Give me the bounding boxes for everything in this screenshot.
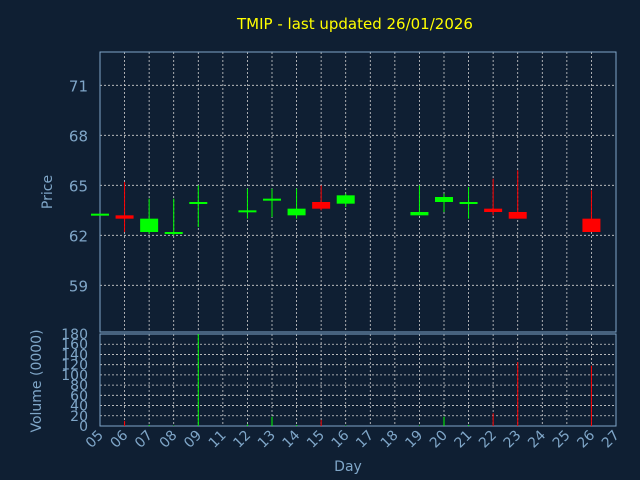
candle-body [189,202,208,204]
volume-tick-label: 140 [61,347,88,363]
x-tick-label: 22 [476,428,500,452]
x-tick-label: 23 [501,428,525,452]
price-tick-label: 65 [69,177,88,195]
x-tick-label: 06 [107,427,131,451]
price-panel: 59 62 65 68 71 [69,51,617,333]
candle-body [336,195,355,204]
x-tick-label: 07 [132,428,156,452]
x-tick-label: 11 [206,428,230,452]
volume-tick-label: 20 [70,409,88,425]
candle-body [115,215,134,219]
x-tick-label: 13 [255,428,279,452]
candle-body [238,210,257,213]
x-tick-label: 09 [181,428,205,452]
candle-body [312,202,331,209]
volume-tick-label: 100 [61,368,88,384]
x-tick-label: 19 [402,428,426,452]
volume-frame [99,333,617,427]
volume-axis-label: Volume (0000) [29,329,45,432]
candle-body [91,213,109,216]
x-axis: 05 06 07 08 09 11 12 13 14 15 16 17 18 19 20 21 22 23 24 25… [83,427,623,451]
price-tick-label: 71 [69,77,88,95]
price-frame [99,51,617,333]
x-tick-label: 16 [329,427,353,451]
x-tick-label: 24 [525,427,549,451]
x-tick-label: 15 [304,428,328,452]
y-axis-label: Price [40,175,56,209]
price-tick-label: 62 [69,227,88,245]
candle-body [508,212,527,219]
price-tick-label: 68 [69,127,88,145]
x-tick-label: 18 [378,428,402,452]
volume-tick-label: 160 [61,337,88,353]
x-tick-label: 08 [157,428,181,452]
candle-body [263,198,281,201]
x-tick-label: 21 [451,428,475,452]
candle-body [287,208,306,216]
x-tick-label: 26 [574,427,598,451]
candle-body [459,202,478,204]
volume-tick-label: 120 [61,358,88,374]
x-tick-label: 12 [230,428,254,452]
candle-body [140,218,159,232]
volume-tick-label: 0 [79,419,88,435]
x-tick-label: 27 [599,428,623,452]
x-axis-label: Day [334,459,362,475]
volume-tick-label: 40 [70,399,88,415]
candle-body [582,218,601,232]
candle-body [164,232,183,234]
candle-body [484,208,503,212]
candle-body [435,197,453,202]
volume-tick-label: 60 [70,388,88,404]
volume-tick-label: 80 [70,378,88,394]
chart-title: TMIP - last updated 26/01/2026 [236,15,473,33]
volume-tick-label: 180 [61,327,88,343]
candle-body [410,212,429,216]
x-tick-label: 20 [427,428,451,452]
x-tick-label: 14 [279,427,303,451]
price-tick-label: 59 [69,277,88,295]
x-tick-label: 25 [550,428,574,452]
x-tick-label: 17 [353,428,377,452]
